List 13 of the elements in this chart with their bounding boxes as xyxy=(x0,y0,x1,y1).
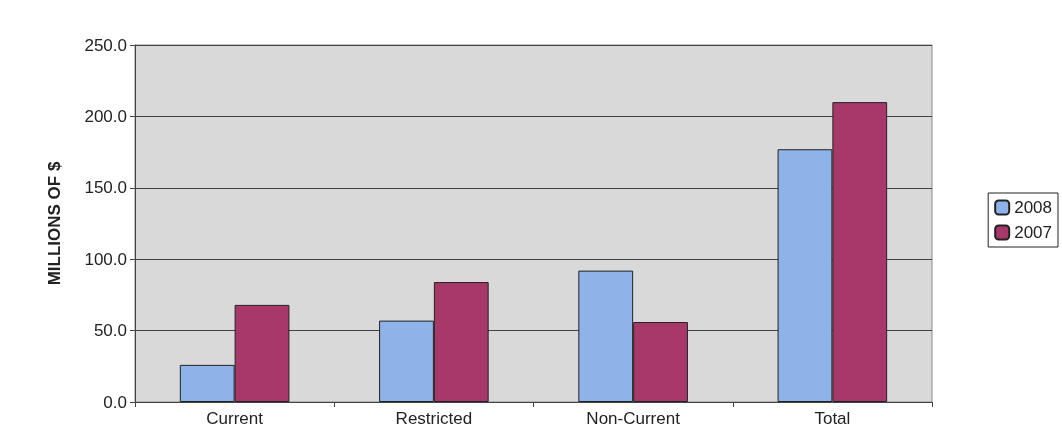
x-tick-label: Restricted xyxy=(395,409,473,428)
y-tick-label: 200.0 xyxy=(84,106,127,126)
y-axis-title: MILLIONS OF $ xyxy=(45,161,64,286)
legend-label: 2007 xyxy=(1014,223,1053,242)
x-tick-label: Total xyxy=(814,409,851,428)
y-tick-label: 100.0 xyxy=(84,249,127,269)
y-tick-label: 150.0 xyxy=(84,178,127,198)
y-tick-label: 250.0 xyxy=(84,35,127,55)
x-tick-label: Non-Current xyxy=(586,409,681,428)
y-tick-label: 50.0 xyxy=(93,321,127,341)
legend-label: 2008 xyxy=(1014,198,1053,217)
x-tick-label: Current xyxy=(206,409,264,428)
y-tick-label: 0.0 xyxy=(103,392,127,412)
